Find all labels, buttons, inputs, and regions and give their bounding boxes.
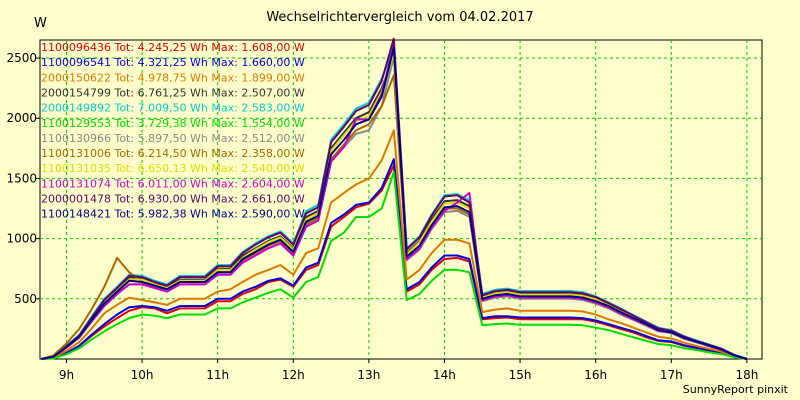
legend-entry: 1100130966 Tot: 5.897,50 Wh Max: 2.512,0… [41, 132, 305, 145]
x-tick-label: 16h [584, 368, 607, 382]
x-tick-label: 17h [660, 368, 683, 382]
x-tick-label: 10h [131, 368, 154, 382]
y-tick-label: 500 [14, 292, 37, 306]
footer-credit: SunnyReport pinxit [682, 383, 788, 396]
legend-entry: 2000154799 Tot: 6.761,25 Wh Max: 2.507,0… [41, 86, 305, 99]
x-tick-label: 18h [735, 368, 758, 382]
y-tick-label: 2000 [6, 111, 37, 125]
legend-entry: 1100148421 Tot: 5.982,38 Wh Max: 2.590,0… [41, 208, 305, 221]
series-line-2 [41, 158, 748, 360]
legend-entry: 2000001478 Tot: 6.930,00 Wh Max: 2.661,0… [41, 193, 305, 206]
legend-entry: 1100096541 Tot: 4.321,25 Wh Max: 1.660,0… [41, 56, 305, 69]
y-axis-unit-label: W [34, 16, 47, 31]
chart-title: Wechselrichtervergleich vom 04.02.2017 [266, 10, 534, 25]
legend: 1100096436 Tot: 4.245,25 Wh Max: 1.608,0… [41, 41, 305, 221]
legend-entry: 1100131074 Tot: 6.011,00 Wh Max: 2.604,0… [41, 177, 305, 190]
legend-entry: 2000150622 Tot: 4.978,75 Wh Max: 1.899,0… [41, 71, 305, 84]
y-tick-label: 2500 [6, 51, 37, 65]
x-tick-label: 14h [433, 368, 456, 382]
x-tick-label: 9h [59, 368, 74, 382]
legend-entry: 1100096436 Tot: 4.245,25 Wh Max: 1.608,0… [41, 41, 305, 54]
series-line-11 [41, 37, 748, 360]
series-line-3 [41, 129, 748, 360]
series-line-6 [41, 170, 748, 360]
legend-entry: 1100129553 Tot: 3.729,38 Wh Max: 1.554,0… [41, 117, 305, 130]
plot-area [39, 39, 763, 360]
axis-tick-labels: 9h 10h 11h 12h 13h 14h 15h 16h 17h 18h 500 1000 1500… [6, 51, 758, 382]
x-tick-label: 12h [282, 368, 305, 382]
series-lines [41, 37, 748, 360]
y-tick-label: 1500 [6, 171, 37, 185]
legend-entry: 1100131006 Tot: 6.214,50 Wh Max: 2.358,0… [41, 147, 305, 160]
x-tick-label: 13h [357, 368, 380, 382]
series-line-12 [41, 46, 748, 360]
x-tick-label: 11h [206, 368, 229, 382]
y-tick-label: 1000 [6, 232, 37, 246]
x-tick-label: 15h [509, 368, 532, 382]
legend-entry: 1100131035 Tot: 6.650,13 Wh Max: 2.540,0… [41, 162, 305, 175]
legend-entry: 2000149892 Tot: 7.009,50 Wh Max: 2.583,0… [41, 102, 305, 115]
